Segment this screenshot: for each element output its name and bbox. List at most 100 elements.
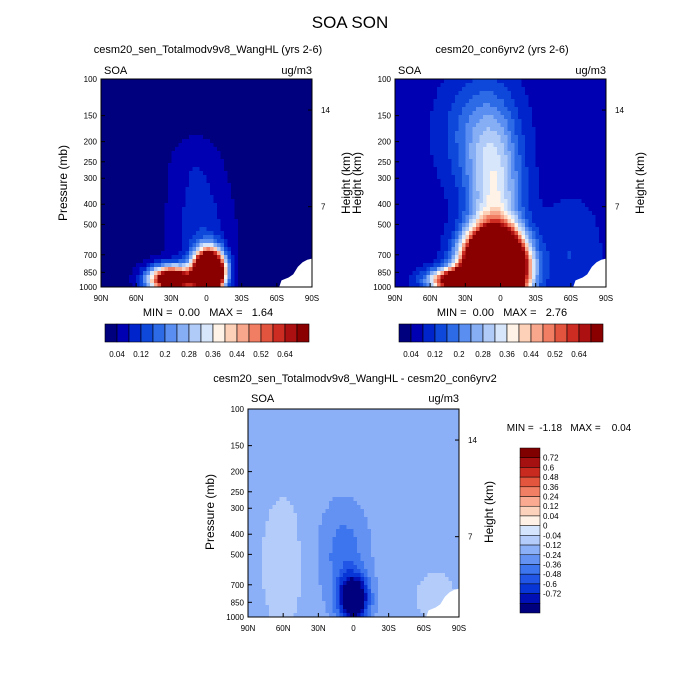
heatmap-cell <box>259 271 264 276</box>
heatmap-cell <box>423 195 428 200</box>
heatmap-cell <box>118 219 123 224</box>
heatmap-cell <box>395 115 400 120</box>
heatmap-cell <box>507 79 512 84</box>
heatmap-cell <box>164 187 169 192</box>
heatmap-cell <box>101 111 106 116</box>
heatmap-cell <box>461 111 466 116</box>
heatmap-cell <box>532 131 537 136</box>
heatmap-cell <box>486 83 491 88</box>
heatmap-cell <box>423 139 428 144</box>
heatmap-cell <box>174 211 179 216</box>
heatmap-cell <box>164 275 169 280</box>
heatmap-cell <box>489 95 495 100</box>
heatmap-cell <box>210 111 215 116</box>
heatmap-cell <box>122 87 127 92</box>
heatmap-cell <box>591 135 597 140</box>
heatmap-cell <box>525 167 530 172</box>
heatmap-cell <box>595 179 600 184</box>
heatmap-cell <box>188 131 194 136</box>
heatmap-cell <box>591 111 597 116</box>
heatmap-cell <box>574 191 579 196</box>
heatmap-cell <box>192 279 197 284</box>
heatmap-cell <box>500 135 505 140</box>
heatmap-cell <box>167 267 172 272</box>
heatmap-cell <box>111 247 116 252</box>
heatmap-cell <box>108 167 113 172</box>
heatmap-cell <box>143 187 148 192</box>
heatmap-cell <box>220 195 225 200</box>
heatmap-cell <box>521 155 526 160</box>
heatmap-cell <box>129 91 134 96</box>
heatmap-cell <box>164 267 169 272</box>
heatmap-cell <box>259 223 264 228</box>
heatmap-cell <box>108 171 113 176</box>
heatmap-cell <box>125 139 130 144</box>
heatmap-cell <box>556 95 561 100</box>
heatmap-cell <box>297 107 303 112</box>
heatmap-cell <box>553 187 558 192</box>
heatmap-cell <box>521 79 526 84</box>
heatmap-cell <box>231 251 236 256</box>
heatmap-cell <box>262 183 267 188</box>
heatmap-cell <box>532 107 537 112</box>
heatmap-cell <box>108 83 113 88</box>
heatmap-cell <box>199 123 204 128</box>
heatmap-cell <box>206 171 211 176</box>
heatmap-cell <box>535 195 540 200</box>
heatmap-cell <box>202 191 208 196</box>
heatmap-cell <box>283 155 288 160</box>
heatmap-cell <box>115 107 120 112</box>
heatmap-cell <box>581 171 586 176</box>
heatmap-cell <box>273 203 278 208</box>
heatmap-cell <box>136 151 141 156</box>
heatmap-cell <box>115 159 120 164</box>
heatmap-cell <box>472 123 477 128</box>
heatmap-cell <box>549 119 554 124</box>
heatmap-cell <box>430 127 435 132</box>
heatmap-cell <box>143 131 148 136</box>
heatmap-cell <box>118 255 123 260</box>
heatmap-cell <box>178 107 183 112</box>
heatmap-cell <box>489 143 495 148</box>
heatmap-cell <box>574 111 579 116</box>
heatmap-cell <box>294 87 299 92</box>
heatmap-cell <box>178 187 183 192</box>
heatmap-cell <box>139 195 144 200</box>
heatmap-cell <box>101 171 106 176</box>
heatmap-cell <box>283 251 288 256</box>
heatmap-cell <box>206 83 211 88</box>
heatmap-cell <box>139 259 144 264</box>
heatmap-cell <box>167 271 172 276</box>
heatmap-cell <box>238 131 243 136</box>
heatmap-cell <box>567 87 572 92</box>
heatmap-cell <box>122 203 127 208</box>
heatmap-cell <box>188 95 194 100</box>
heatmap-cell <box>202 187 208 192</box>
heatmap-cell <box>511 147 516 152</box>
heatmap-cell <box>269 111 274 116</box>
heatmap-cell <box>259 187 264 192</box>
heatmap-cell <box>479 131 484 136</box>
heatmap-cell <box>511 79 516 84</box>
heatmap-cell <box>402 155 407 160</box>
heatmap-cell <box>160 135 165 140</box>
heatmap-cell <box>157 143 162 148</box>
heatmap-cell <box>444 95 449 100</box>
heatmap-cell <box>241 131 246 136</box>
heatmap-cell <box>136 275 141 280</box>
heatmap-cell <box>245 147 250 152</box>
heatmap-cell <box>290 187 296 192</box>
heatmap-cell <box>433 115 438 120</box>
heatmap-cell <box>297 207 303 212</box>
heatmap-cell <box>563 127 568 132</box>
heatmap-cell <box>595 103 600 108</box>
heatmap-cell <box>423 183 428 188</box>
heatmap-cell <box>255 267 260 272</box>
heatmap-cell <box>181 231 186 236</box>
heatmap-cell <box>164 163 169 168</box>
heatmap-cell <box>122 259 127 264</box>
heatmap-cell <box>146 279 151 284</box>
heatmap-cell <box>252 263 257 268</box>
heatmap-cell <box>241 195 246 200</box>
heatmap-cell <box>136 171 141 176</box>
